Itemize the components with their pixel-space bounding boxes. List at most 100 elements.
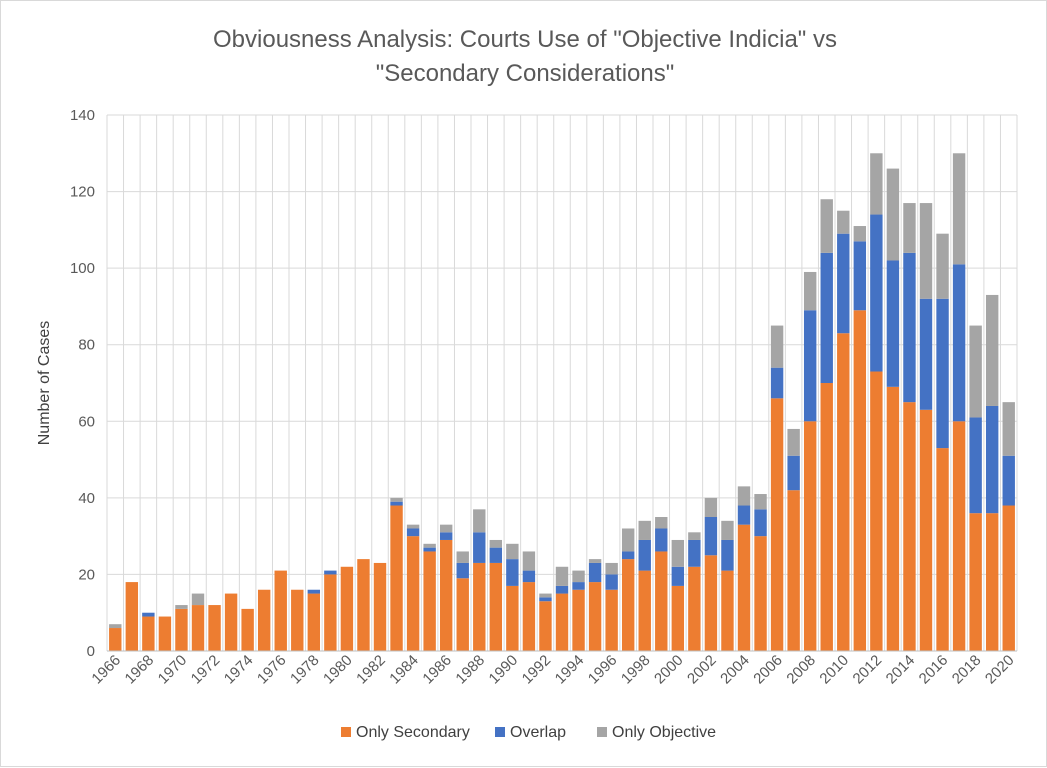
- bar-only-secondary-1985: [423, 551, 435, 651]
- x-tick-label: 1982: [353, 652, 389, 688]
- bar-only-secondary-1972: [208, 605, 220, 651]
- bar-only-secondary-2020: [1003, 506, 1015, 651]
- x-tick-label: 1984: [386, 652, 422, 688]
- bar-overlap-1988: [473, 532, 485, 563]
- bar-overlap-1968: [142, 613, 154, 617]
- bar-only-secondary-1973: [225, 594, 237, 651]
- bars: [109, 153, 1015, 651]
- bar-only-objective-1995: [589, 559, 601, 563]
- x-tick-label: 1986: [419, 652, 455, 688]
- x-tick-label: 1998: [618, 652, 654, 688]
- bar-only-secondary-2018: [969, 513, 981, 651]
- x-tick-label: 1980: [320, 652, 356, 688]
- legend-label-only-secondary: Only Secondary: [356, 724, 470, 741]
- bar-only-secondary-1997: [622, 559, 634, 651]
- bar-only-secondary-1990: [506, 586, 518, 651]
- bar-only-secondary-1983: [390, 506, 402, 651]
- bar-only-secondary-2003: [721, 571, 733, 651]
- bar-only-objective-1986: [440, 525, 452, 533]
- x-tick-label: 1974: [221, 652, 257, 688]
- bar-only-secondary-1979: [324, 574, 336, 651]
- x-tick-label: 2000: [651, 652, 687, 688]
- bar-only-secondary-2015: [920, 410, 932, 651]
- bar-only-secondary-1971: [192, 605, 204, 651]
- bar-only-objective-1987: [457, 551, 469, 562]
- bar-only-secondary-2010: [837, 333, 849, 651]
- legend-swatch-only-objective: [597, 727, 607, 737]
- y-tick-label: 80: [78, 337, 95, 354]
- bar-only-secondary-1994: [572, 590, 584, 651]
- bar-only-objective-1997: [622, 528, 634, 551]
- bar-only-secondary-1999: [655, 551, 667, 651]
- legend: Only SecondaryOverlapOnly Objective: [341, 724, 716, 741]
- bar-only-objective-1985: [423, 544, 435, 548]
- bar-overlap-2015: [920, 299, 932, 410]
- bar-only-secondary-2004: [738, 525, 750, 651]
- bar-only-secondary-1992: [539, 601, 551, 651]
- x-tick-label: 2004: [717, 652, 753, 688]
- bar-only-objective-1989: [490, 540, 502, 548]
- bar-only-objective-1990: [506, 544, 518, 559]
- bar-only-objective-1991: [523, 551, 535, 570]
- x-tick-label: 2014: [883, 652, 919, 688]
- bar-overlap-2017: [953, 264, 965, 421]
- x-tick-label: 1988: [452, 652, 488, 688]
- bar-only-secondary-2013: [887, 387, 899, 651]
- y-tick-label: 40: [78, 490, 95, 507]
- bar-overlap-2013: [887, 260, 899, 386]
- bar-only-secondary-1981: [357, 559, 369, 651]
- chart-title-line-1: Obviousness Analysis: Courts Use of "Obj…: [213, 26, 837, 53]
- bar-only-objective-2004: [738, 486, 750, 505]
- x-tick-label: 1978: [287, 652, 323, 688]
- bar-overlap-2004: [738, 506, 750, 525]
- bar-only-secondary-1989: [490, 563, 502, 651]
- bar-only-secondary-1969: [159, 617, 171, 651]
- y-axis-tick-labels: 020406080100120140: [70, 107, 95, 660]
- x-tick-label: 1994: [552, 652, 588, 688]
- bar-only-objective-2009: [821, 199, 833, 253]
- y-tick-label: 100: [70, 260, 95, 277]
- bar-only-secondary-2008: [804, 421, 816, 651]
- bar-overlap-1979: [324, 571, 336, 575]
- x-tick-label: 2010: [816, 652, 852, 688]
- x-tick-label: 2020: [982, 652, 1018, 688]
- bar-only-secondary-1984: [407, 536, 419, 651]
- bar-only-objective-2015: [920, 203, 932, 299]
- bar-overlap-1978: [308, 590, 320, 594]
- bar-only-secondary-1966: [109, 628, 121, 651]
- bar-overlap-2010: [837, 234, 849, 334]
- x-tick-label: 2008: [783, 652, 819, 688]
- bar-only-secondary-1988: [473, 563, 485, 651]
- bar-overlap-1997: [622, 551, 634, 559]
- bar-only-secondary-2009: [821, 383, 833, 651]
- bar-overlap-2018: [969, 417, 981, 513]
- bar-overlap-1992: [539, 597, 551, 601]
- bar-only-objective-1996: [605, 563, 617, 574]
- bar-only-secondary-1995: [589, 582, 601, 651]
- bar-only-secondary-1996: [605, 590, 617, 651]
- bar-overlap-1990: [506, 559, 518, 586]
- bar-only-secondary-1991: [523, 582, 535, 651]
- bar-only-objective-1983: [390, 498, 402, 502]
- x-tick-label: 2016: [916, 652, 952, 688]
- legend-swatch-overlap: [495, 727, 505, 737]
- bar-only-objective-2019: [986, 295, 998, 406]
- x-tick-label: 1968: [122, 652, 158, 688]
- bar-overlap-2019: [986, 406, 998, 513]
- bar-only-objective-1984: [407, 525, 419, 529]
- y-axis-title: Number of Cases: [36, 321, 53, 446]
- bar-only-secondary-1970: [175, 609, 187, 651]
- bar-only-objective-1970: [175, 605, 187, 609]
- bar-only-objective-1998: [639, 521, 651, 540]
- bar-overlap-1989: [490, 548, 502, 563]
- bar-only-secondary-1976: [275, 571, 287, 651]
- y-tick-label: 120: [70, 184, 95, 201]
- bar-overlap-1996: [605, 574, 617, 589]
- bar-overlap-2002: [705, 517, 717, 555]
- bar-only-objective-2020: [1003, 402, 1015, 456]
- bar-only-secondary-1978: [308, 594, 320, 651]
- bar-overlap-1986: [440, 532, 452, 540]
- bar-overlap-1999: [655, 528, 667, 551]
- x-tick-label: 2006: [750, 652, 786, 688]
- bar-only-objective-2003: [721, 521, 733, 540]
